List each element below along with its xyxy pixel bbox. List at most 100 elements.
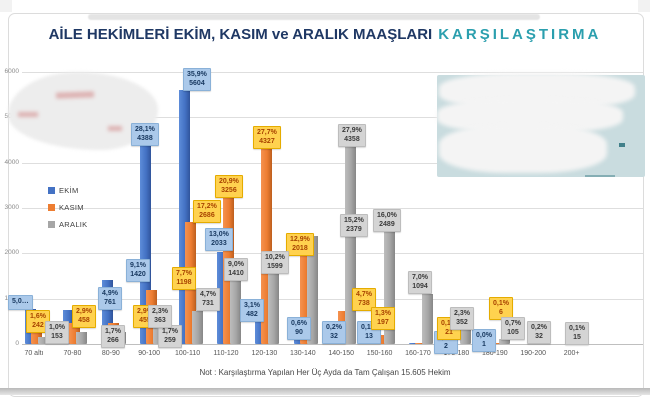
gridline-3000 <box>22 208 643 209</box>
x-axis-tick-label: 100-110 <box>175 350 201 357</box>
gridline-2000 <box>22 253 643 255</box>
data-label-kasim-130-140: 12,9% 2018 <box>286 233 314 256</box>
redaction-red-mark <box>18 112 38 117</box>
bar-eki̇m-110-120 <box>217 251 228 344</box>
bar-kasim-160-170 <box>415 342 426 344</box>
legend-item-aralik: ARALIK <box>48 216 87 233</box>
chart-title-highlight: KARŞILAŞTIRMA <box>438 26 602 43</box>
gridline-5000 <box>22 117 643 119</box>
bar-kasim-180-190 <box>491 342 503 344</box>
bar-kasim-130-140 <box>299 252 311 344</box>
data-label-kasim-90-100: 7,7% 1198 <box>172 267 196 290</box>
data-label-aralik-90-100: 2,3% 363 <box>148 305 172 328</box>
data-label-aralik-150-160: 16,0% 2489 <box>373 209 401 232</box>
x-axis-tick-label: 180-190 <box>481 350 508 357</box>
data-label-kasim-110-120: 20,9% 3256 <box>215 175 243 198</box>
x-axis-tick-label: 140-150 <box>328 350 355 357</box>
data-label-aralik-170-180: 2,3% 352 <box>450 307 474 330</box>
data-label-eki̇m-110-120: 13,0% 2033 <box>205 228 233 251</box>
legend-item-eki̇m: EKİM <box>48 182 87 199</box>
x-axis-tick-label: 150-160 <box>366 350 393 357</box>
redaction-teal-mark <box>585 175 615 177</box>
legend-label: KASIM <box>59 203 84 212</box>
bar-aralik-170-180 <box>460 328 472 344</box>
bar-aralik-150-160 <box>383 231 395 344</box>
gridline-1000 <box>22 298 643 300</box>
data-label-aralik-160-170: 7,0% 1094 <box>408 271 432 294</box>
y-axis-tick-label: 6000 <box>4 68 19 75</box>
data-label-aralik-120-130: 10,2% 1599 <box>261 251 289 274</box>
legend-swatch-icon <box>48 187 55 194</box>
legend: EKİM KASIM ARALIK <box>48 182 87 233</box>
gridline-6000 <box>22 72 643 73</box>
data-label-eki̇m-70-80: 4,9% 761 <box>98 287 122 310</box>
legend-label: ARALIK <box>59 220 88 229</box>
legend-swatch-icon <box>48 221 55 228</box>
top-shadow-strip <box>88 14 540 20</box>
data-label-kasim-100-110: 17,2% 2686 <box>193 200 221 223</box>
bar-kasim-70 altı <box>31 333 42 344</box>
y-axis-tick-label: 3000 <box>4 204 19 211</box>
data-label-kasim-140-150: 4,7% 738 <box>352 288 376 311</box>
data-label-eki̇m-170-180: 0,0% 1 <box>472 329 496 352</box>
bar-aralik-180-190 <box>498 339 510 344</box>
y-axis-tick-label: 4000 <box>4 158 19 166</box>
data-label-aralik-180-190: 0,7% 105 <box>501 317 525 340</box>
chart-title-main: AİLE HEKİMLERİ EKİM, KASIM ve ARALIK MAA… <box>48 26 433 43</box>
bar-aralik-70-80 <box>76 331 88 344</box>
bar-aralik-120-130 <box>268 271 280 344</box>
legend-item-kasim: KASIM <box>48 199 87 216</box>
x-axis-tick-label: 110-120 <box>213 350 239 357</box>
x-axis-tick-label: 190-200 <box>520 350 547 357</box>
bar-aralik-160-170 <box>422 294 433 344</box>
redacted-region-right <box>437 73 645 183</box>
redaction-wipe <box>439 125 607 173</box>
x-axis-tick-label: 130-140 <box>289 350 316 357</box>
bar-aralik-100-110 <box>191 310 203 344</box>
data-label-kasim-120-130: 27,7% 4327 <box>253 126 281 149</box>
data-label-aralik-80-90: 1,7% 259 <box>158 325 182 348</box>
data-label-aralik-110-120: 9,0% 1410 <box>224 258 248 281</box>
gridline-4000 <box>22 162 643 164</box>
redaction-teal-mark <box>619 143 625 147</box>
data-label-aralik-100-110: 4,7% 731 <box>196 288 220 311</box>
data-label-eki̇m-80-90: 9,1% 1420 <box>126 259 150 282</box>
bar-kasim-70-80 <box>69 323 81 344</box>
bar-kasim-120-130 <box>261 147 273 344</box>
data-label-aralik-200+: 0,1% 15 <box>565 322 589 345</box>
x-axis-tick-label: 70 altı <box>24 350 44 357</box>
footnote: Not : Karşılaştırma Yapılan Her Üç Ayda … <box>199 368 451 377</box>
x-axis-tick-label: 160-170 <box>405 350 431 357</box>
data-label-aralik-140-150: 27,9% 4358 <box>338 124 366 147</box>
bar-eki̇m-100-110 <box>178 89 190 344</box>
x-axis-tick-label: 120-130 <box>251 350 278 357</box>
bar-aralik-140-150 <box>345 146 357 344</box>
data-label-eki̇m-120-130: 3,1% 482 <box>240 299 264 322</box>
y-axis-tick-label: 2000 <box>4 249 19 257</box>
x-axis-line <box>22 344 643 345</box>
bar-eki̇m-160-170 <box>409 342 420 344</box>
x-axis-tick-label: 80-90 <box>101 350 120 357</box>
data-label-eki̇m-130-140: 0,6% 90 <box>287 317 311 340</box>
bar-aralik-130-140 <box>306 236 318 344</box>
bar-eki̇m-120-130 <box>255 322 267 344</box>
legend-swatch-icon <box>48 204 55 211</box>
data-label-kasim-150-160: 1,3% 197 <box>371 307 395 330</box>
top-right-edge-artifact <box>638 0 650 12</box>
y-axis-tick-label: 0 <box>15 340 19 347</box>
bar-kasim-150-160 <box>376 335 388 344</box>
redaction-red-mark <box>55 91 95 99</box>
top-left-edge-artifact <box>0 0 12 12</box>
data-label-aralik-70-80: 1,7% 266 <box>101 325 125 348</box>
data-label-kasim-180-190: 0,1% 6 <box>489 297 513 320</box>
bar-aralik-70 altı <box>38 337 49 344</box>
data-label-aralik-190-200: 0,2% 32 <box>527 321 551 344</box>
bar-eki̇m-130-140 <box>293 339 305 344</box>
data-label-eki̇m-100-110: 35,9% 5604 <box>183 68 211 91</box>
data-label-eki̇m-140-150: 0,2% 32 <box>322 321 346 344</box>
bar-eki̇m-90-100 <box>140 145 152 344</box>
bar-aralik-110-120 <box>230 280 241 344</box>
x-axis-tick-label: 200+ <box>563 350 580 357</box>
data-label-eki̇m-90-100: 28,1% 4388 <box>131 123 159 146</box>
